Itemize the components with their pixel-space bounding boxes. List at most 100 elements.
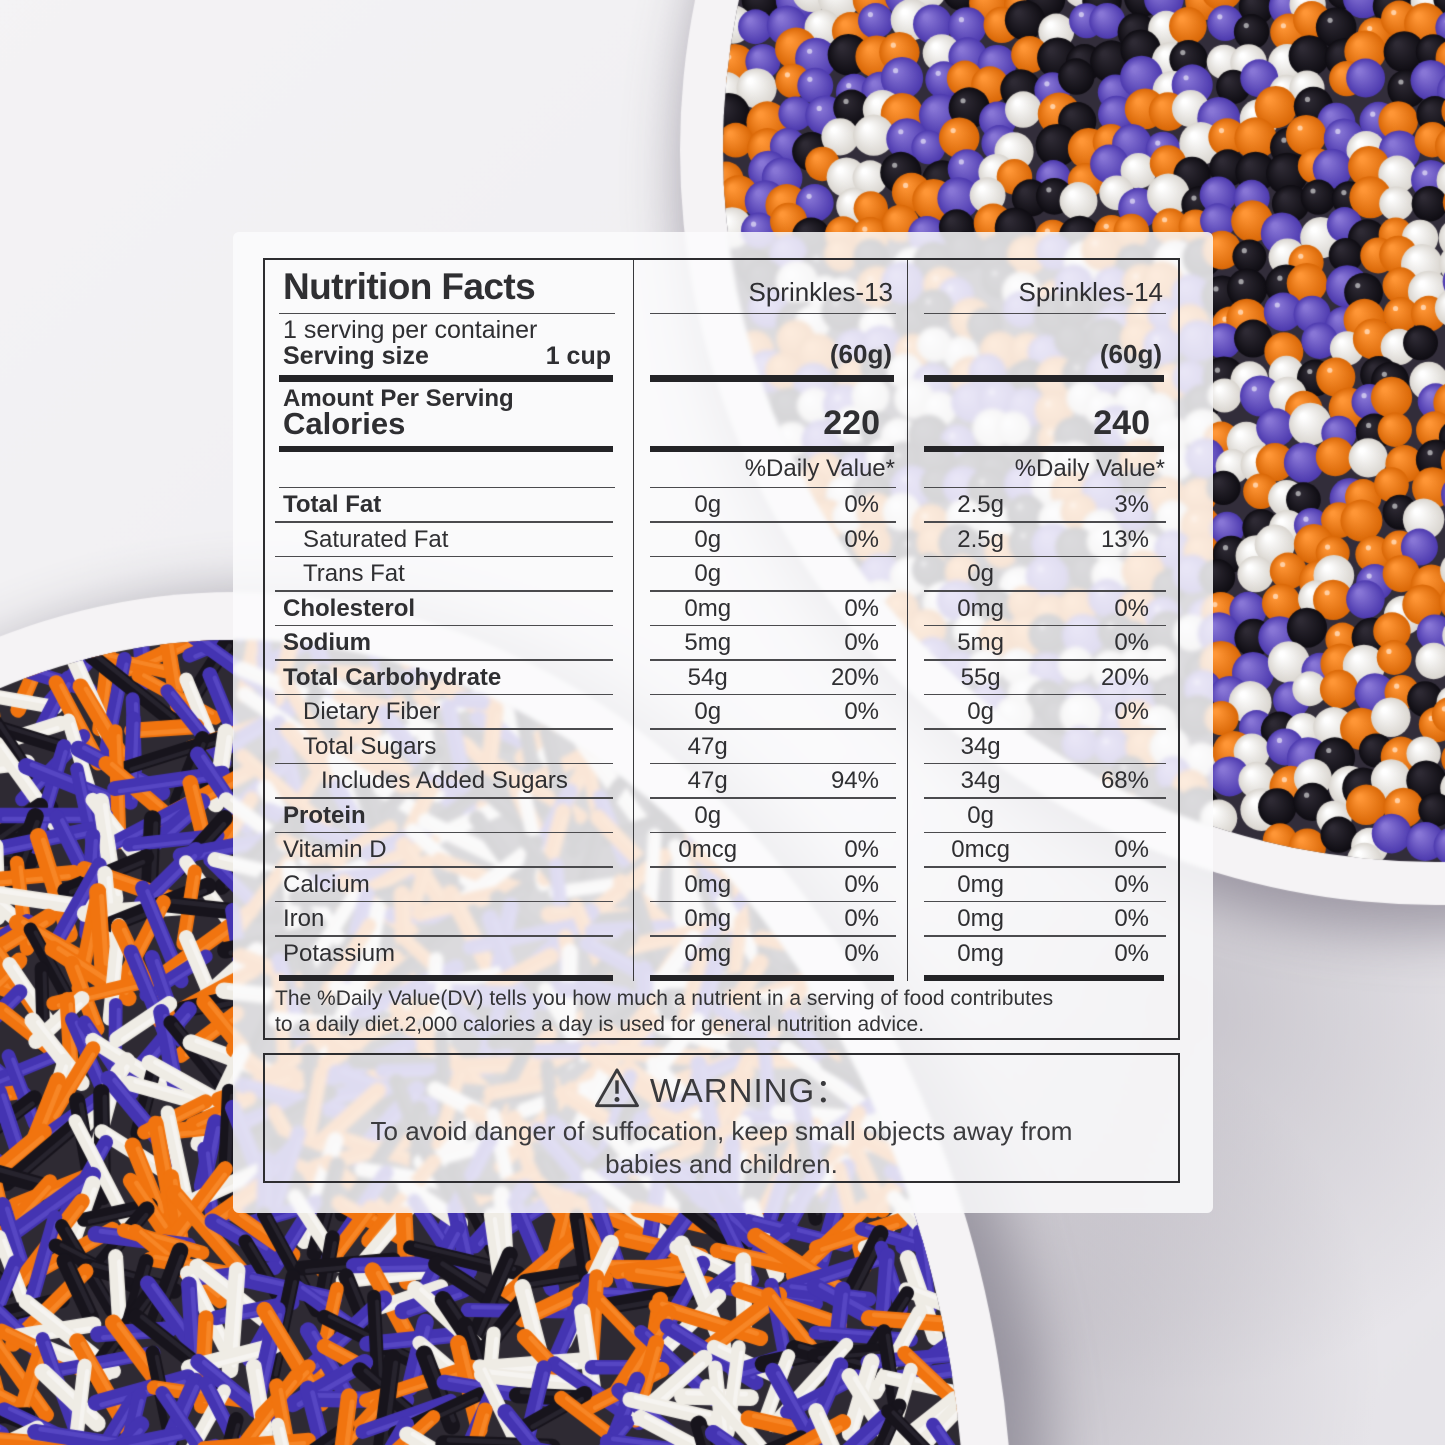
daily-value-percent: 0% (1114, 905, 1149, 933)
warning-title: WARNING： (649, 1072, 850, 1109)
nutrient-name: Iron (283, 905, 325, 933)
nutrient-label-row: Potassium (265, 937, 633, 972)
nutrient-name: Total Carbohydrate (283, 663, 502, 691)
daily-value-percent: 0% (844, 491, 879, 519)
nutrient-value-row: 0mg 0% (634, 868, 907, 903)
product-2-value-rows: 2.5g 3% 2.5g 13% 0g 0mg 0% 5mg 0% 55g 20% 0g 0% 34g 34… (908, 488, 1177, 971)
nutrient-value-row: 0g 0% (634, 488, 907, 523)
divider-line (924, 486, 1166, 488)
daily-value-percent: 0% (844, 870, 879, 898)
daily-value-header: %Daily Value* (744, 455, 895, 482)
daily-value-percent: 0% (844, 836, 879, 864)
daily-value-percent: 0% (1114, 594, 1149, 622)
nutrient-name: Protein (283, 801, 366, 829)
nutrient-value-row: 2.5g 3% (908, 488, 1177, 523)
warning-heading: WARNING： (265, 1064, 1178, 1112)
daily-value-percent: 0% (844, 698, 879, 726)
nutrient-name: Total Sugars (303, 732, 437, 760)
thick-bar (924, 446, 1164, 452)
nutrition-facts-table: Nutrition Facts 1 serving per container … (263, 258, 1180, 1040)
daily-value-percent: 0% (844, 525, 879, 553)
nutrient-label-row: Trans Fat (265, 557, 633, 592)
amount-value: 5mg (957, 629, 1004, 657)
amount-value: 0mg (684, 939, 732, 967)
nutrient-name: Trans Fat (303, 560, 405, 588)
thick-bar (279, 446, 613, 452)
nutrition-grid: Nutrition Facts 1 serving per container … (265, 260, 1178, 981)
nutrition-facts-title: Nutrition Facts (283, 266, 536, 307)
thick-bar (279, 975, 613, 981)
product-1-value-rows: 0g 0% 0g 0% 0g 0mg 0% 5mg 0% 54g 20% 0g 0% 47g 47g 94% 0… (634, 488, 907, 971)
nutrient-labels-column: Nutrition Facts 1 serving per container … (265, 260, 633, 981)
nutrient-value-row: 0mg 0% (908, 902, 1177, 937)
amount-value: 0mg (957, 939, 1004, 967)
amount-value: 0g (694, 698, 722, 726)
thick-bar (650, 375, 894, 382)
footnote-line-2: to a daily diet.2,000 calories a day is … (275, 1012, 925, 1036)
nutrient-value-row: 47g (634, 730, 907, 765)
nutrient-value-row: 0g 0% (908, 695, 1177, 730)
nutrient-name: Cholesterol (283, 594, 416, 622)
thick-bar (924, 975, 1164, 981)
nutrient-value-row: 0mg 0% (634, 937, 907, 972)
serving-size-label: Serving size (283, 342, 429, 370)
nutrient-label-row: Iron (265, 902, 633, 937)
nutrient-value-row: 0g (634, 799, 907, 834)
product-2-calories: 240 (1093, 404, 1150, 442)
nutrient-name: Saturated Fat (303, 525, 449, 553)
amount-value: 5mg (684, 629, 732, 657)
thick-bar (650, 975, 894, 981)
nutrient-label-row: Cholesterol (265, 592, 633, 627)
amount-value: 55g (960, 663, 1001, 691)
nutrient-name: Total Fat (283, 491, 382, 519)
amount-value: 0g (967, 698, 994, 726)
daily-value-percent: 13% (1100, 525, 1149, 553)
amount-value: 0g (694, 560, 722, 588)
nutrient-name: Vitamin D (283, 836, 387, 864)
nutrient-label-row: Total Sugars (265, 730, 633, 765)
nutrient-value-row: 5mg 0% (634, 626, 907, 661)
daily-value-percent: 0% (1114, 870, 1149, 898)
amount-value: 34g (960, 767, 1001, 795)
nutrient-value-row: 0mg 0% (908, 937, 1177, 972)
nutrient-label-row: Dietary Fiber (265, 695, 633, 730)
divider-line (650, 486, 896, 488)
daily-value-percent: 0% (844, 594, 879, 622)
divider-line (279, 486, 615, 488)
nutrient-value-row: 0g 0% (634, 695, 907, 730)
daily-value-percent: 68% (1100, 767, 1149, 795)
nutrient-label-row: Sodium (265, 626, 633, 661)
amount-value: 47g (687, 767, 728, 795)
daily-value-percent: 0% (1114, 939, 1149, 967)
warning-triangle-icon (594, 1068, 639, 1108)
product-2-serving-weight: (60g) (1099, 339, 1162, 369)
nutrient-name: Potassium (283, 939, 396, 967)
daily-value-percent: 0% (1114, 629, 1149, 657)
nutrient-value-row: 0mcg 0% (634, 833, 907, 868)
nutrient-label-row: Vitamin D (265, 833, 633, 868)
amount-value: 2.5g (957, 491, 1004, 519)
daily-value-percent: 0% (844, 939, 879, 967)
warning-body-line-1: To avoid danger of suffocation, keep sma… (370, 1116, 1073, 1146)
calories-label: Calories (283, 406, 406, 441)
product-2-name: Sprinkles-14 (1018, 277, 1163, 307)
amount-value: 0mg (684, 870, 732, 898)
product-2-column: Sprinkles-14 (60g) 240 %Daily Value* (907, 260, 1177, 981)
nutrient-value-row: 54g 20% (634, 661, 907, 696)
nutrient-label-rows: Total Fat Saturated Fat Trans Fat Cholester… (265, 488, 633, 971)
nutrient-value-row: 34g (908, 730, 1177, 765)
nutrient-value-row: 0g (634, 557, 907, 592)
nutrient-label-row: Includes Added Sugars (265, 764, 633, 799)
amount-value: 34g (960, 732, 1001, 760)
daily-value-percent: 0% (844, 905, 879, 933)
nutrient-value-row: 0mg 0% (634, 902, 907, 937)
footnote-line-1: The %Daily Value(DV) tells you how much … (275, 987, 1054, 1010)
nutrient-label-row: Calcium (265, 868, 633, 903)
nutrition-panel: Nutrition Facts 1 serving per container … (233, 232, 1213, 1213)
nutrient-value-row: 5mg 0% (908, 626, 1177, 661)
nutrient-value-row: 2.5g 13% (908, 523, 1177, 558)
daily-value-percent: 3% (1114, 491, 1149, 519)
thick-bar (279, 375, 613, 382)
nutrient-value-row: 47g 94% (634, 764, 907, 799)
